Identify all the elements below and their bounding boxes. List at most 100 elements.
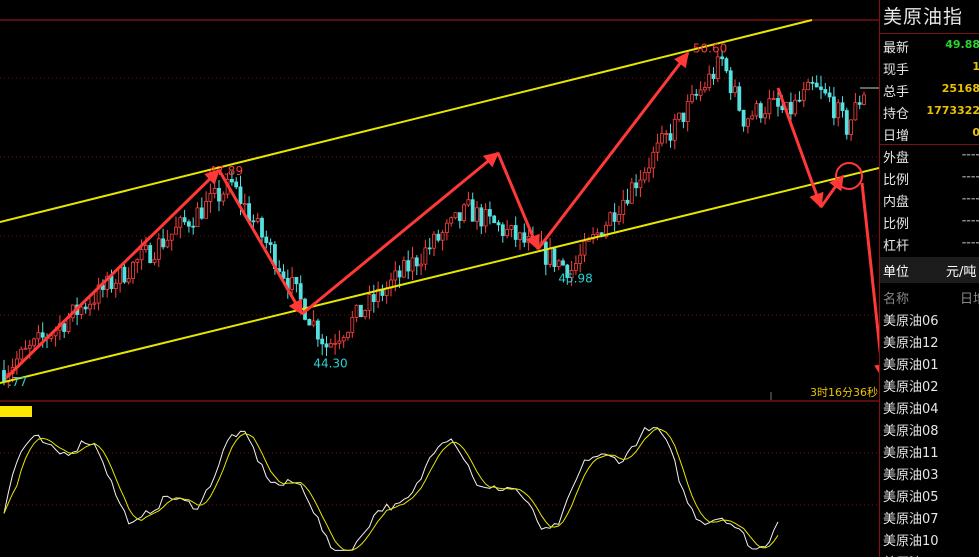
candle-body [681, 112, 686, 123]
candle-body [393, 270, 398, 281]
contract-list-item[interactable]: 美原油02 [883, 380, 939, 395]
trend-arrow [4, 168, 221, 380]
candle-body [733, 86, 737, 94]
candle-body [857, 102, 862, 105]
candle-body [290, 276, 295, 290]
quote-row: 内盘 ---- [880, 189, 979, 211]
trend-arrow [819, 174, 845, 208]
candle-body [62, 323, 67, 332]
contract-list-item[interactable]: 美原油07 [883, 512, 939, 527]
candle-body [161, 238, 166, 248]
contract-list-item[interactable]: 美原油08 [883, 424, 939, 439]
candle-body [612, 212, 617, 222]
oscillator-k-line [3, 426, 779, 551]
candle-body [260, 217, 264, 238]
quote-row: 日增 0 [880, 123, 979, 145]
contract-list-item[interactable]: 美原油12 [883, 336, 939, 351]
candle-body [724, 58, 729, 72]
candle-body [96, 284, 101, 304]
candle-body [419, 263, 424, 267]
unit-label: 单位 [883, 265, 910, 280]
candle-body [152, 258, 157, 263]
quote-row: 总手 25168 [880, 79, 979, 101]
candle-body [746, 118, 750, 127]
candle-body [427, 247, 432, 250]
candle-body [552, 248, 557, 267]
contract-list-item[interactable]: 美原油03 [883, 468, 939, 483]
candle-body [810, 81, 815, 84]
candle-body [767, 98, 772, 115]
candle-body [789, 101, 793, 115]
candle-body [234, 181, 239, 188]
candle-body [148, 245, 153, 263]
candle-body [320, 338, 325, 345]
price-label: .77 [8, 375, 27, 389]
contract-list-item[interactable]: 美原油10 [883, 534, 939, 549]
candle-body [191, 225, 196, 228]
candle-body [698, 89, 703, 96]
trend-arrow [496, 152, 540, 251]
candle-body [862, 94, 866, 105]
candle-body [475, 207, 479, 222]
quote-label: 杠杆 [883, 239, 910, 254]
price-label: 50.60 [693, 42, 727, 56]
candle-body [156, 238, 161, 260]
contract-list-item[interactable]: 美原油11 [883, 446, 939, 461]
candle-body [638, 179, 643, 189]
candle-body [741, 109, 746, 127]
candle-body [604, 224, 608, 237]
candle-body [268, 242, 273, 245]
candle-body [629, 182, 634, 204]
candle-body [703, 87, 707, 91]
candle-body [376, 288, 381, 303]
candle-body [625, 199, 630, 204]
candle-body [801, 89, 806, 101]
contract-list-item[interactable]: 美原油06 [883, 314, 939, 329]
candle-body [143, 245, 148, 250]
quote-label: 现手 [883, 63, 910, 78]
quote-value: ---- [961, 192, 979, 205]
candle-body [122, 266, 127, 283]
list-header-col: 日增 [960, 292, 979, 307]
candle-body [608, 212, 613, 226]
candle-body [569, 269, 574, 278]
quote-row: 最新 49.88 [880, 35, 979, 57]
oscillator-panel [3, 426, 779, 551]
candle-body [264, 236, 269, 244]
candle-body [27, 344, 32, 349]
contract-list-item[interactable]: 美原油01 [883, 358, 939, 373]
contract-list-item[interactable]: 美原油04 [883, 402, 939, 417]
indicator-tag [0, 406, 32, 417]
candle-body [728, 70, 733, 94]
quote-value: ---- [961, 236, 979, 249]
unit-row: 单位 元/吨 [880, 257, 979, 283]
price-labels: 47.89 50.60 44.30 45.98 .77 [8, 42, 727, 389]
candle-body [367, 294, 372, 311]
quote-label: 日增 [883, 129, 910, 144]
contract-list-item[interactable]: 美原油05 [883, 490, 939, 505]
candle-body [169, 233, 174, 241]
list-header: 名称 日增 [880, 285, 979, 307]
candle-body [328, 343, 333, 348]
contract-list-item[interactable]: 美原油 [883, 552, 922, 557]
divider [880, 33, 979, 34]
candle-body [414, 257, 419, 267]
trend-arrow [536, 51, 690, 250]
candle-body [406, 260, 411, 272]
candle-body [410, 257, 415, 272]
candle-body [642, 172, 647, 181]
quote-value: ---- [961, 148, 979, 161]
candle-body [754, 103, 759, 117]
quote-row: 外盘 ---- [880, 145, 979, 167]
quote-label: 总手 [883, 85, 910, 100]
candle-body [617, 214, 621, 222]
trend-arrows [4, 51, 879, 380]
price-label: 45.98 [558, 272, 592, 286]
candle-body [186, 221, 191, 227]
candle-body [401, 260, 406, 278]
candle-body [139, 249, 144, 261]
candle-body [32, 338, 36, 346]
divider [880, 144, 979, 145]
candle-body [311, 320, 316, 326]
candle-body [470, 199, 475, 222]
